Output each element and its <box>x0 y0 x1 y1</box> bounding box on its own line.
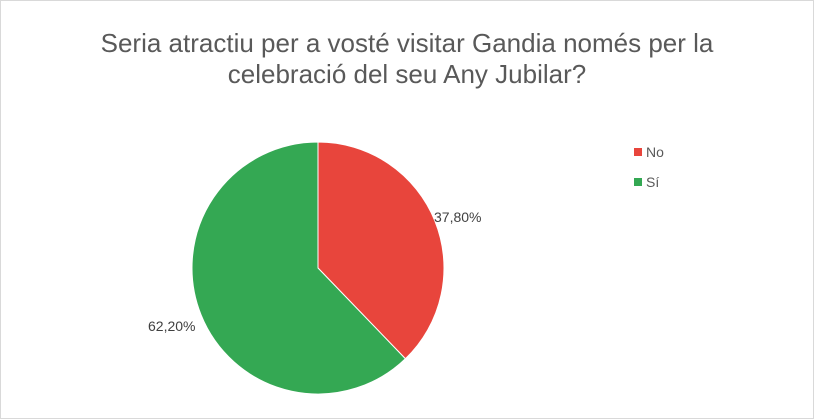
data-label-no: 37,80% <box>434 209 481 225</box>
chart-title-line-1: Seria atractiu per a vosté visitar Gandi… <box>100 28 714 58</box>
legend-swatch-no <box>634 148 642 156</box>
chart-title-line-2: celebració del seu Any Jubilar? <box>227 59 587 89</box>
pie-slice-no <box>317 141 445 360</box>
data-labels: 37,80% 62,20% <box>148 209 481 334</box>
legend-swatch-si <box>634 178 642 186</box>
pie-slice-si <box>191 141 407 395</box>
chart-title: Seria atractiu per a vosté visitar Gandi… <box>0 28 814 90</box>
data-label-si: 62,20% <box>148 318 195 334</box>
pie-slices <box>191 141 445 395</box>
legend-label-si: Sí <box>646 174 659 190</box>
legend-label-no: No <box>646 144 664 160</box>
legend: No Sí <box>634 144 664 190</box>
